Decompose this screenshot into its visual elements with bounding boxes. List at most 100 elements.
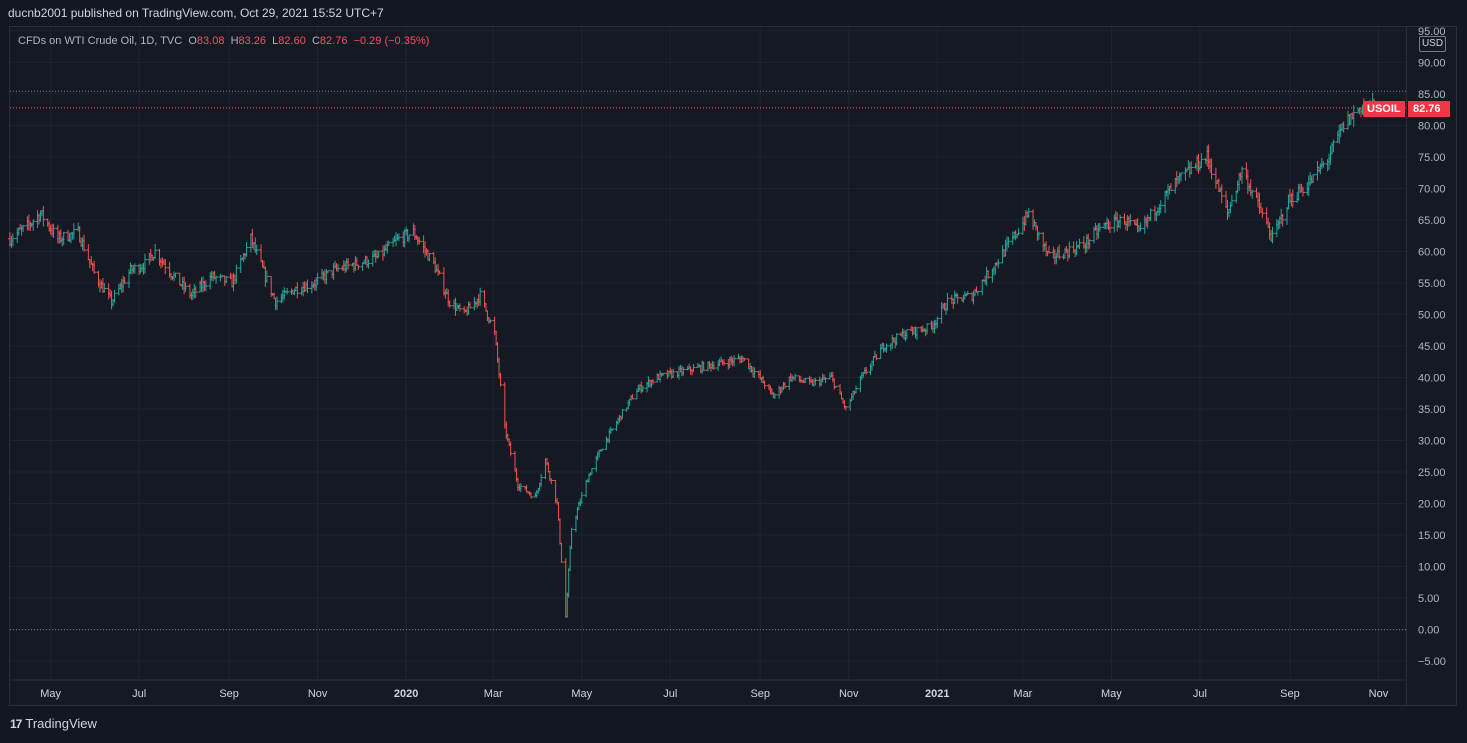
ohlc-bar [711, 361, 716, 371]
ohlc-bar [41, 205, 46, 227]
ohlc-bar [1199, 153, 1204, 168]
ohlc-bar [691, 363, 696, 372]
ohlc-bar [305, 279, 310, 294]
ohlc-bar [1300, 186, 1305, 197]
last-price-label: 82.76 [1408, 101, 1450, 117]
ohlc-bar [1016, 227, 1021, 236]
ohlc-bar [584, 479, 589, 498]
y-tick-label: 90.00 [1418, 57, 1446, 69]
ohlc-bar [61, 231, 66, 246]
x-tick-label: May [571, 688, 592, 700]
ohlc-bar [1341, 121, 1346, 133]
y-tick-label: 85.00 [1418, 89, 1446, 101]
ohlc-bar [142, 253, 147, 274]
ohlc-bar [1321, 161, 1326, 168]
y-tick-label: 30.00 [1418, 435, 1446, 447]
ohlc-bar [732, 355, 737, 366]
ohlc-bar [315, 272, 320, 285]
ohlc-bar [1107, 221, 1112, 234]
ohlc-bar [346, 258, 351, 270]
ohlc-bar [904, 329, 909, 340]
ohlc-bar [259, 244, 264, 263]
ohlc-bar [681, 367, 686, 376]
y-axis-ticks: 95.00 90.00 85.00 80.00 75.00 70.00 65.00 60.00… [1418, 26, 1446, 668]
ohlc-bar [1285, 206, 1290, 225]
ohlc-bar [610, 428, 615, 431]
open-value: 83.08 [196, 35, 225, 47]
x-tick-label: Mar [484, 688, 503, 700]
y-tick-label: 60.00 [1418, 246, 1446, 258]
x-tick-label: Nov [308, 688, 328, 700]
high-value: 83.26 [238, 35, 267, 47]
x-tick-label: Nov [839, 688, 859, 700]
ohlc-bar [478, 287, 483, 306]
ohlc-bar [579, 492, 584, 504]
ohlc-bar [864, 366, 869, 375]
ohlc-bar [92, 260, 97, 274]
y-tick-label: 40.00 [1418, 372, 1446, 384]
y-tick-label: 50.00 [1418, 309, 1446, 321]
ohlc-bar [295, 282, 300, 299]
ohlc-bar [813, 377, 818, 386]
ohlc-bar [1077, 238, 1082, 250]
change-value: −0.29 (−0.35%) [353, 35, 430, 47]
ohlc-bar [559, 542, 564, 563]
x-tick-label: Sep [750, 688, 770, 700]
ohlc-bar [1067, 241, 1072, 259]
x-tick-label: Nov [1369, 688, 1389, 700]
ohlc-bar [1118, 214, 1123, 229]
ohlc-bar [31, 219, 36, 231]
ohlc-bar [894, 333, 899, 346]
ohlc-bar [447, 300, 452, 309]
ohlc-bar [1179, 172, 1184, 182]
tradingview-logo[interactable]: 17 TradingView [10, 716, 97, 731]
x-axis-ticks: May Jul Sep Nov 2020 Mar May Jul Sep Nov 2021 Mar Ma… [40, 688, 1388, 700]
x-tick-label: May [40, 688, 61, 700]
close-label: C [311, 35, 320, 47]
publish-info: ducnb2001 published on TradingView.com, … [8, 6, 384, 20]
low-value: 82.60 [278, 35, 306, 47]
ohlc-bar [823, 376, 828, 384]
high-label: H [230, 35, 239, 47]
ohlc-bar [325, 270, 330, 274]
y-tick-label: 25.00 [1418, 467, 1446, 479]
ohlc-bar [1006, 236, 1011, 248]
ohlc-bar [1270, 226, 1275, 244]
low-label: L [272, 35, 279, 47]
ohlc-bar [568, 545, 573, 571]
ohlc-bar [803, 377, 808, 384]
ohlc-bar [112, 289, 117, 303]
ohlc-bar [843, 405, 848, 411]
ohlc-bar [396, 233, 401, 242]
x-tick-label: Jul [132, 688, 146, 700]
ohlc-bar [1213, 167, 1218, 189]
ohlc-bar [427, 252, 432, 262]
ohlc-bar [102, 283, 107, 293]
y-tick-label: 95.00 [1418, 26, 1446, 38]
ohlc-bar [1026, 208, 1031, 218]
price-axis[interactable] [1407, 26, 1457, 706]
ohlc-bar [214, 275, 219, 284]
ohlc-bar [1260, 207, 1265, 219]
ohlc-bar [193, 286, 198, 298]
ohlc-bar [854, 385, 859, 394]
ohlc-bar [457, 303, 462, 312]
y-tick-label: −5.00 [1418, 656, 1446, 668]
ohlc-bar [980, 279, 985, 296]
ohlc-bar [874, 354, 879, 361]
currency-button[interactable]: USD [1419, 36, 1446, 52]
x-tick-label: Mar [1013, 688, 1032, 700]
ohlc-bar [661, 372, 666, 377]
ohlc-bar [86, 244, 91, 261]
reference-lines [10, 90, 1406, 631]
ohlc-bar [173, 272, 178, 278]
ohlc-bar [153, 243, 158, 259]
ohlc-bar [772, 393, 777, 400]
ohlc-bar [1280, 213, 1285, 227]
brand-name: TradingView [25, 716, 97, 731]
ohlc-bar [556, 501, 561, 521]
ohlc-bar [335, 263, 340, 273]
ohlc-bar [437, 270, 442, 275]
ohlc-bar [762, 380, 767, 389]
